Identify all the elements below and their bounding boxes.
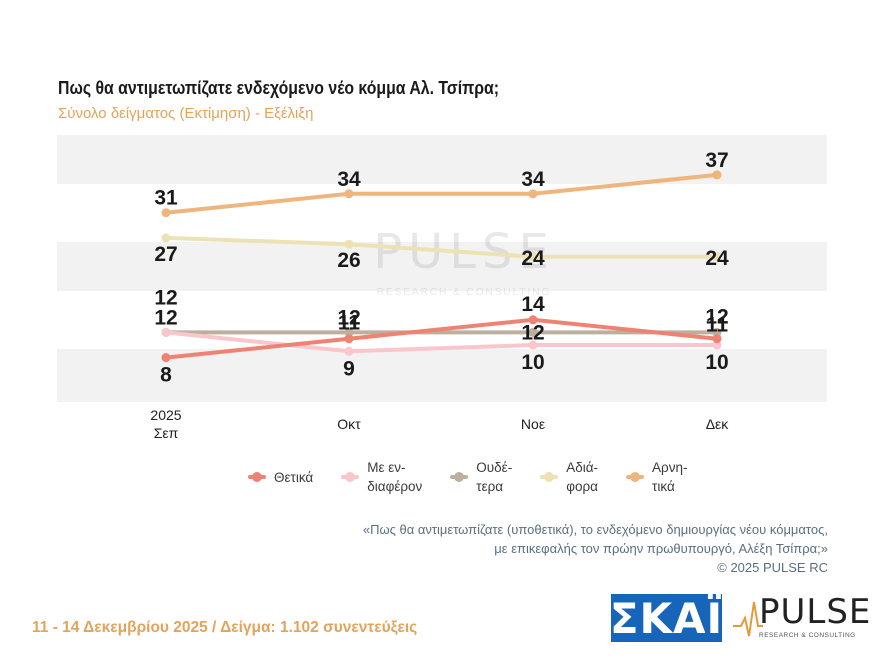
series-line: [164, 330, 719, 354]
background-band: [57, 349, 827, 402]
legend-item: Αδιά- φορα: [540, 458, 598, 496]
x-tick-label: Οκτ: [337, 416, 361, 432]
chart-title: Πως θα αντιμετωπίζατε ενδεχόμενο νέο κόμ…: [58, 78, 500, 98]
data-point: [712, 252, 722, 262]
data-point: [528, 252, 538, 262]
legend-label: Αρνη- τικά: [652, 460, 688, 494]
data-label: 12: [705, 305, 728, 328]
data-point: [712, 334, 722, 344]
data-point: [344, 327, 354, 337]
series-layer: [161, 170, 722, 363]
data-point: [528, 340, 538, 350]
x-axis: 2025 Σεπ Οκτ Νοε Δεκ: [150, 407, 729, 441]
x-tick-label: Νοε: [521, 416, 545, 432]
legend-marker: [341, 471, 360, 483]
series-line: [164, 172, 719, 215]
question-line-2: με επικεφαλής τον πρώην πρωθυπουργό, Αλέ…: [494, 541, 828, 556]
legend-marker: [540, 471, 559, 483]
legend-label: Με εν- διαφέρον: [367, 460, 423, 494]
data-point: [712, 170, 722, 180]
legend-item: Αρνη- τικά: [626, 458, 687, 496]
data-label: 26: [337, 249, 360, 272]
data-point: [712, 327, 722, 337]
pulse-logo-tagline: RESEARCH & CONSULTING: [759, 632, 856, 639]
legend-label: Αδιά- φορα: [566, 460, 599, 494]
data-point: [161, 327, 171, 337]
footer-survey-info: 11 - 14 Δεκεμβρίου 2025 / Δείγμα: 1.102 …: [32, 619, 418, 636]
data-label: 10: [705, 351, 728, 374]
pulse-logo: PULSE RESEARCH & CONSULTING: [733, 592, 870, 644]
data-label: 8: [160, 364, 172, 387]
legend-item: Ουδέ- τερα: [450, 458, 512, 496]
x-tick-label: 2025 Σεπ: [150, 407, 181, 441]
legend-label: Θετικά: [274, 469, 314, 485]
question-line-1: «Πως θα αντιμετωπίζατε (υποθετικά), το ε…: [362, 522, 828, 537]
legend-item: Θετικά: [248, 458, 313, 496]
data-label: 12: [154, 306, 177, 329]
pulse-logo-word: PULSE: [759, 592, 872, 632]
data-label: 34: [337, 168, 361, 191]
data-label: 9: [343, 357, 355, 380]
data-label: 11: [338, 312, 361, 335]
legend: Θετικά Με εν- διαφέρον Ουδέ- τερα Αδιά- φορ…: [248, 458, 687, 496]
data-point: [344, 334, 354, 344]
data-point: [344, 346, 354, 356]
legend-item: Με εν- διαφέρον: [341, 458, 422, 496]
data-point: [344, 189, 354, 199]
data-point: [528, 189, 538, 199]
data-point: [161, 353, 171, 363]
data-point: [161, 233, 171, 243]
data-point: [712, 340, 722, 350]
question-note: «Πως θα αντιμετωπίζατε (υποθετικά), το ε…: [363, 520, 828, 577]
data-label: 34: [521, 168, 545, 191]
data-label: 37: [705, 149, 728, 172]
data-label: 24: [705, 247, 729, 270]
data-point: [528, 327, 538, 337]
legend-label: Ουδέ- τερα: [476, 460, 513, 494]
series-line: [164, 235, 719, 259]
skai-logo: ΣΚΑΪ: [609, 593, 724, 643]
data-point: [528, 315, 538, 325]
data-point: [161, 208, 171, 218]
copyright-text: © 2025 PULSE RC: [717, 560, 828, 575]
watermark-tagline: RESEARCH & CONSULTING: [377, 287, 552, 298]
data-label: 31: [154, 187, 178, 210]
data-label: 12: [154, 286, 177, 309]
data-label: 10: [521, 351, 544, 374]
legend-marker: [626, 471, 645, 483]
chart-subtitle: Σύνολο δείγματος (Εκτίμηση) - Εξέλιξη: [58, 105, 314, 122]
data-label: 14: [521, 293, 545, 316]
data-point: [344, 239, 354, 249]
series-line: [164, 317, 719, 360]
legend-marker: [450, 471, 469, 483]
x-tick-label: Δεκ: [706, 416, 730, 432]
data-label: 11: [706, 314, 729, 337]
legend-marker: [248, 471, 266, 483]
data-label: 12: [337, 306, 360, 329]
pulse-wave-icon: [733, 601, 763, 637]
data-label: 12: [521, 321, 544, 344]
data-label: 24: [521, 247, 545, 270]
data-label: 27: [154, 243, 177, 266]
